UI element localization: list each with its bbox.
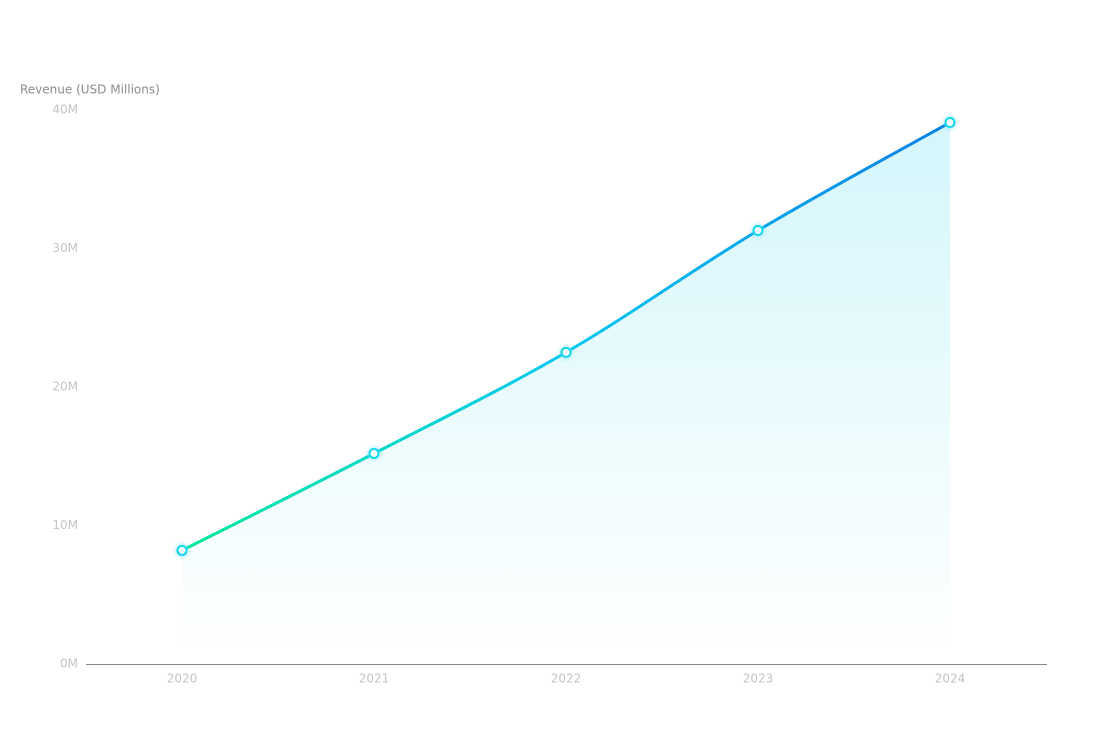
- y-tick-label: 20M: [52, 380, 78, 394]
- point: [944, 116, 956, 128]
- x-tick-label: 2023: [743, 672, 774, 686]
- y-axis-title: Revenue (USD Millions): [20, 83, 160, 97]
- point: [752, 224, 764, 236]
- y-tick-label: 0M: [60, 657, 78, 671]
- x-tick-label: 2022: [551, 672, 582, 686]
- point: [560, 346, 572, 358]
- x-tick-label: 2021: [359, 672, 390, 686]
- point: [368, 447, 380, 459]
- y-tick-label: 10M: [52, 518, 78, 532]
- x-tick-label: 2024: [935, 672, 966, 686]
- y-tick-label: 30M: [52, 241, 78, 255]
- y-tick-label: 40M: [52, 103, 78, 117]
- x-tick-label: 2020: [167, 672, 198, 686]
- point: [176, 544, 188, 556]
- area: [182, 122, 950, 665]
